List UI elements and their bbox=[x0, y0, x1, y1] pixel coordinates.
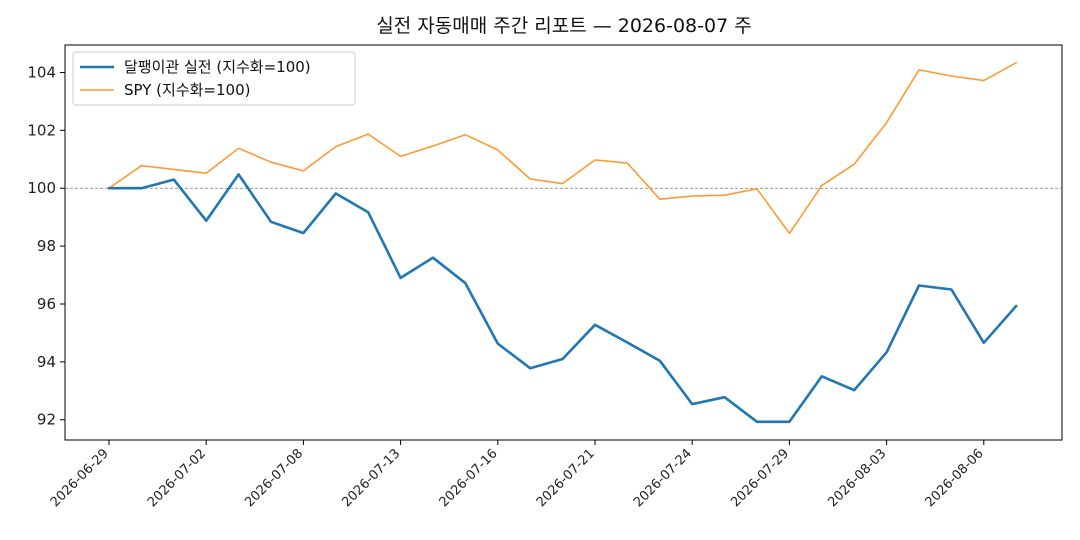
y-tick-label: 104 bbox=[27, 63, 56, 81]
y-tick-label: 96 bbox=[37, 295, 56, 313]
y-tick-label: 100 bbox=[27, 179, 56, 197]
x-tick-label: 2026-07-24 bbox=[631, 446, 695, 510]
legend-label: SPY (지수화=100) bbox=[124, 81, 250, 99]
legend-label: 달팽이관 실전 (지수화=100) bbox=[124, 58, 311, 76]
legend-box bbox=[72, 51, 356, 106]
chart-title: 실전 자동매매 주간 리포트 — 2026-08-07 주 bbox=[376, 15, 751, 37]
x-tick-label: 2026-08-06 bbox=[923, 446, 987, 510]
y-axis: 92 94 96 98 100 102 104 bbox=[27, 63, 65, 429]
series-layer bbox=[107, 61, 1018, 424]
y-tick-label: 94 bbox=[37, 353, 56, 371]
y-tick-label: 92 bbox=[37, 411, 56, 429]
spy-series-line bbox=[108, 61, 1018, 235]
x-tick-label: 2026-07-08 bbox=[242, 446, 306, 510]
y-tick-label: 98 bbox=[37, 237, 56, 255]
legend: 달팽이관 실전 (지수화=100) SPY (지수화=100) bbox=[72, 51, 356, 106]
x-tick-label: 2026-07-29 bbox=[728, 446, 792, 510]
y-tick-label: 102 bbox=[27, 121, 56, 139]
x-tick-label: 2026-07-21 bbox=[534, 446, 598, 510]
x-tick-label: 2026-07-13 bbox=[339, 446, 403, 510]
plot-area bbox=[64, 44, 1063, 441]
x-tick-label: 2026-07-02 bbox=[145, 446, 209, 510]
x-axis: 2026-06-29 2026-07-02 2026-07-08 2026-07-13… bbox=[48, 440, 987, 510]
strategy-series-line bbox=[107, 173, 1018, 424]
x-tick-label: 2026-08-03 bbox=[825, 446, 889, 510]
x-tick-label: 2026-07-16 bbox=[437, 446, 501, 510]
x-tick-label: 2026-06-29 bbox=[48, 446, 112, 510]
